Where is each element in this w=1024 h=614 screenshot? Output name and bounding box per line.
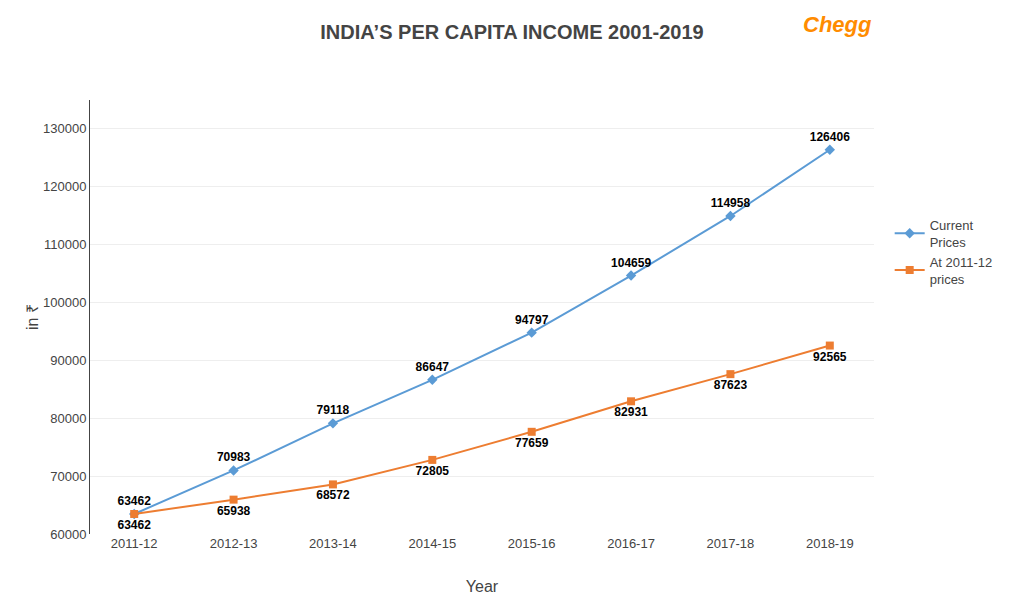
svg-text:CurrentPrices: CurrentPrices bbox=[930, 218, 974, 250]
svg-text:2014-15: 2014-15 bbox=[408, 536, 456, 551]
svg-text:86647: 86647 bbox=[416, 360, 450, 374]
svg-text:At 2011-12prices: At 2011-12prices bbox=[930, 255, 993, 287]
svg-text:Year: Year bbox=[466, 578, 499, 595]
svg-text:104659: 104659 bbox=[611, 256, 651, 270]
svg-text:2013-14: 2013-14 bbox=[309, 536, 357, 551]
svg-text:87623: 87623 bbox=[714, 378, 748, 392]
svg-text:70000: 70000 bbox=[50, 469, 86, 484]
svg-text:77659: 77659 bbox=[515, 436, 549, 450]
svg-text:70983: 70983 bbox=[217, 450, 251, 464]
svg-text:68572: 68572 bbox=[316, 488, 350, 502]
svg-text:72805: 72805 bbox=[416, 464, 450, 478]
svg-text:2011-12: 2011-12 bbox=[111, 536, 158, 551]
svg-text:63462: 63462 bbox=[118, 494, 152, 508]
svg-text:60000: 60000 bbox=[50, 527, 86, 542]
svg-text:126406: 126406 bbox=[810, 130, 850, 144]
svg-text:INDIA’S PER CAPITA INCOME 2001: INDIA’S PER CAPITA INCOME 2001-2019 bbox=[320, 21, 703, 43]
svg-text:110000: 110000 bbox=[44, 237, 86, 252]
svg-text:2018-19: 2018-19 bbox=[806, 536, 854, 551]
svg-text:2017-18: 2017-18 bbox=[707, 536, 755, 551]
svg-text:94797: 94797 bbox=[515, 313, 549, 327]
svg-text:in ₹: in ₹ bbox=[24, 304, 41, 330]
svg-text:63462: 63462 bbox=[118, 518, 152, 532]
svg-text:79118: 79118 bbox=[317, 403, 350, 417]
svg-text:80000: 80000 bbox=[50, 411, 86, 426]
svg-text:65938: 65938 bbox=[217, 504, 251, 518]
svg-text:114958: 114958 bbox=[711, 196, 751, 210]
svg-text:90000: 90000 bbox=[50, 353, 86, 368]
svg-text:2015-16: 2015-16 bbox=[508, 536, 556, 551]
svg-text:Chegg: Chegg bbox=[803, 12, 872, 37]
svg-text:100000: 100000 bbox=[43, 295, 86, 310]
svg-text:2012-13: 2012-13 bbox=[210, 536, 258, 551]
svg-text:82931: 82931 bbox=[614, 405, 648, 419]
svg-text:2016-17: 2016-17 bbox=[607, 536, 655, 551]
svg-text:130000: 130000 bbox=[43, 121, 86, 136]
svg-text:120000: 120000 bbox=[43, 179, 86, 194]
svg-text:92565: 92565 bbox=[813, 350, 847, 364]
